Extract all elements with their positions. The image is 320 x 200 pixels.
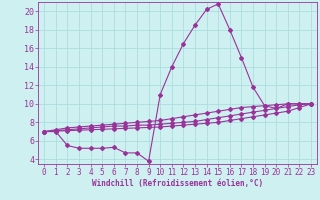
X-axis label: Windchill (Refroidissement éolien,°C): Windchill (Refroidissement éolien,°C)	[92, 179, 263, 188]
